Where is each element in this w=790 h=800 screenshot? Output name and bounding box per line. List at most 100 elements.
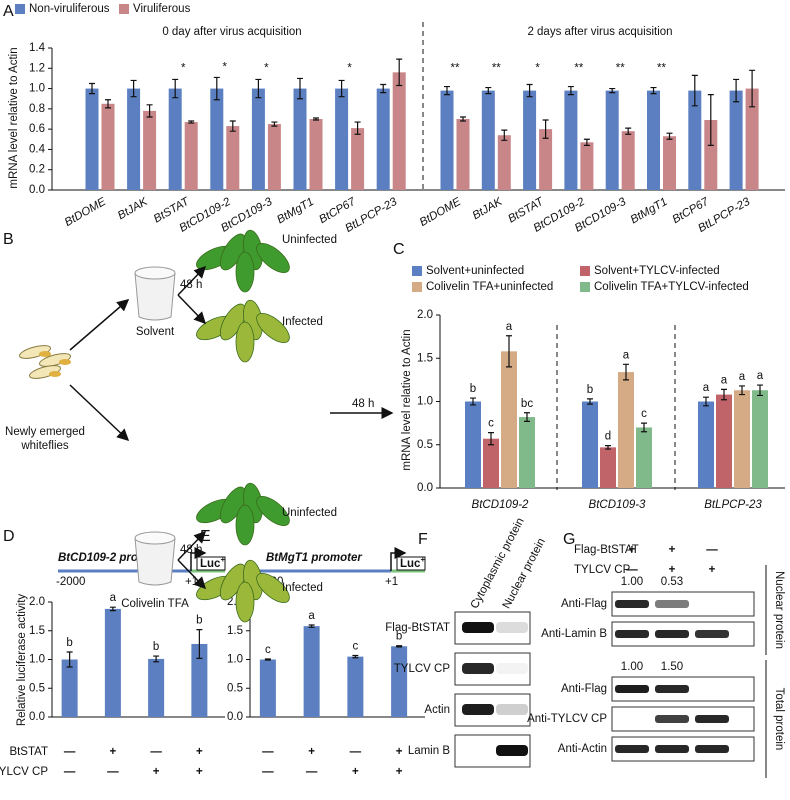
condition-sign: — [626, 564, 638, 576]
significance-letter: b [470, 383, 476, 395]
band [615, 600, 649, 608]
bar [303, 626, 320, 717]
significance-letter: bc [521, 398, 533, 410]
leaf [235, 251, 255, 293]
y-axis-label: mRNA level relative to Actin [8, 47, 20, 188]
significance: ** [657, 62, 666, 74]
band [462, 663, 494, 674]
legend-swatch [580, 282, 590, 292]
condition-sign: + [396, 766, 403, 778]
y-tick-label: 1.0 [417, 396, 433, 408]
error-bar [264, 658, 271, 661]
bar [376, 88, 390, 190]
promoter-tss: +1 [385, 576, 398, 588]
y-tick-label: 0.6 [29, 123, 45, 135]
y-tick-label: 1.4 [29, 42, 46, 54]
leaf [235, 504, 255, 546]
panel-label: F [418, 531, 428, 548]
error-bar [605, 445, 611, 450]
bar [191, 643, 208, 717]
error-bar [313, 117, 319, 121]
significance-letter: a [506, 321, 513, 333]
panel-label: E [200, 528, 211, 545]
error-bar [526, 83, 533, 98]
significance-letter: b [587, 384, 593, 396]
y-tick-label: 0.8 [29, 103, 45, 115]
band [695, 630, 729, 638]
x-tick-label: BtCD109-3 [589, 499, 646, 511]
y-tick-label: 1.0 [29, 83, 45, 95]
time-label: 48 h [180, 279, 202, 291]
leaf [256, 496, 290, 526]
error-bar [396, 58, 403, 87]
error-bar [271, 121, 278, 127]
y-tick-label: 1.0 [29, 654, 45, 666]
panel-label: D [3, 528, 15, 545]
legend-label: Colivelin TFA+uninfected [426, 281, 553, 293]
error-bar [297, 77, 303, 100]
bar [519, 417, 535, 488]
significance-letter: a [721, 374, 728, 386]
condition-sign: + [196, 766, 203, 778]
y-tick-label: 1.2 [29, 62, 45, 74]
bar [580, 142, 594, 190]
error-bar [172, 78, 179, 99]
condition-sign: + [196, 746, 203, 758]
condition-sign: — [706, 544, 718, 556]
band [695, 715, 729, 723]
significance: * [535, 62, 540, 74]
condition-sign: — [262, 746, 274, 758]
cup-rim [134, 531, 176, 545]
band [655, 600, 689, 608]
legend-label: Colivelin TFA+TYLCV-infected [594, 281, 749, 293]
reporter-name: Luc [200, 558, 221, 570]
cup [134, 537, 176, 586]
x-tick-label: BtMgT1 [275, 196, 316, 227]
condition-sign: + [153, 766, 160, 778]
arrow [177, 559, 207, 590]
error-bar [666, 132, 673, 140]
band [655, 685, 689, 693]
bar [293, 88, 307, 190]
legend-label: Non-viruliferous [29, 3, 110, 15]
label: Infected [282, 316, 323, 328]
significance: ** [492, 62, 501, 74]
error-bar [739, 385, 745, 396]
arrow [69, 384, 130, 442]
y-tick-label: 0.4 [29, 143, 46, 155]
bar [582, 401, 598, 488]
row-label: Flag-BtSTAT [385, 622, 450, 634]
y-tick-label: 0.2 [29, 164, 45, 176]
x-tick-label: BtDOME [63, 196, 109, 229]
significance-letter: c [641, 408, 647, 420]
error-bar [396, 645, 403, 648]
reporter-box [196, 556, 226, 571]
leaf [256, 573, 290, 603]
bar [392, 72, 406, 190]
legend-label: Solvent+TYLCV-infected [594, 265, 720, 277]
bar [440, 90, 454, 190]
significance: * [264, 62, 269, 74]
significance: * [347, 62, 352, 74]
bar [347, 656, 364, 717]
bar [636, 427, 652, 488]
panel-label: C [393, 241, 405, 258]
significance-letter: c [265, 644, 271, 656]
condition-sign: + [709, 564, 716, 576]
error-bar [501, 129, 508, 141]
significance-letter: a [308, 610, 315, 622]
band [615, 630, 649, 638]
bar [663, 136, 676, 190]
error-bar [488, 432, 494, 446]
bar [564, 90, 578, 190]
tss-arrow [190, 547, 207, 571]
significance-letter: a [703, 382, 710, 394]
significance-letter: a [739, 371, 746, 383]
condition-sign: — [64, 746, 76, 758]
band [615, 685, 649, 693]
condition-sign: — [262, 766, 274, 778]
condition-sign: + [110, 746, 117, 758]
error-bar [338, 79, 345, 98]
condition-sign: + [669, 544, 676, 556]
